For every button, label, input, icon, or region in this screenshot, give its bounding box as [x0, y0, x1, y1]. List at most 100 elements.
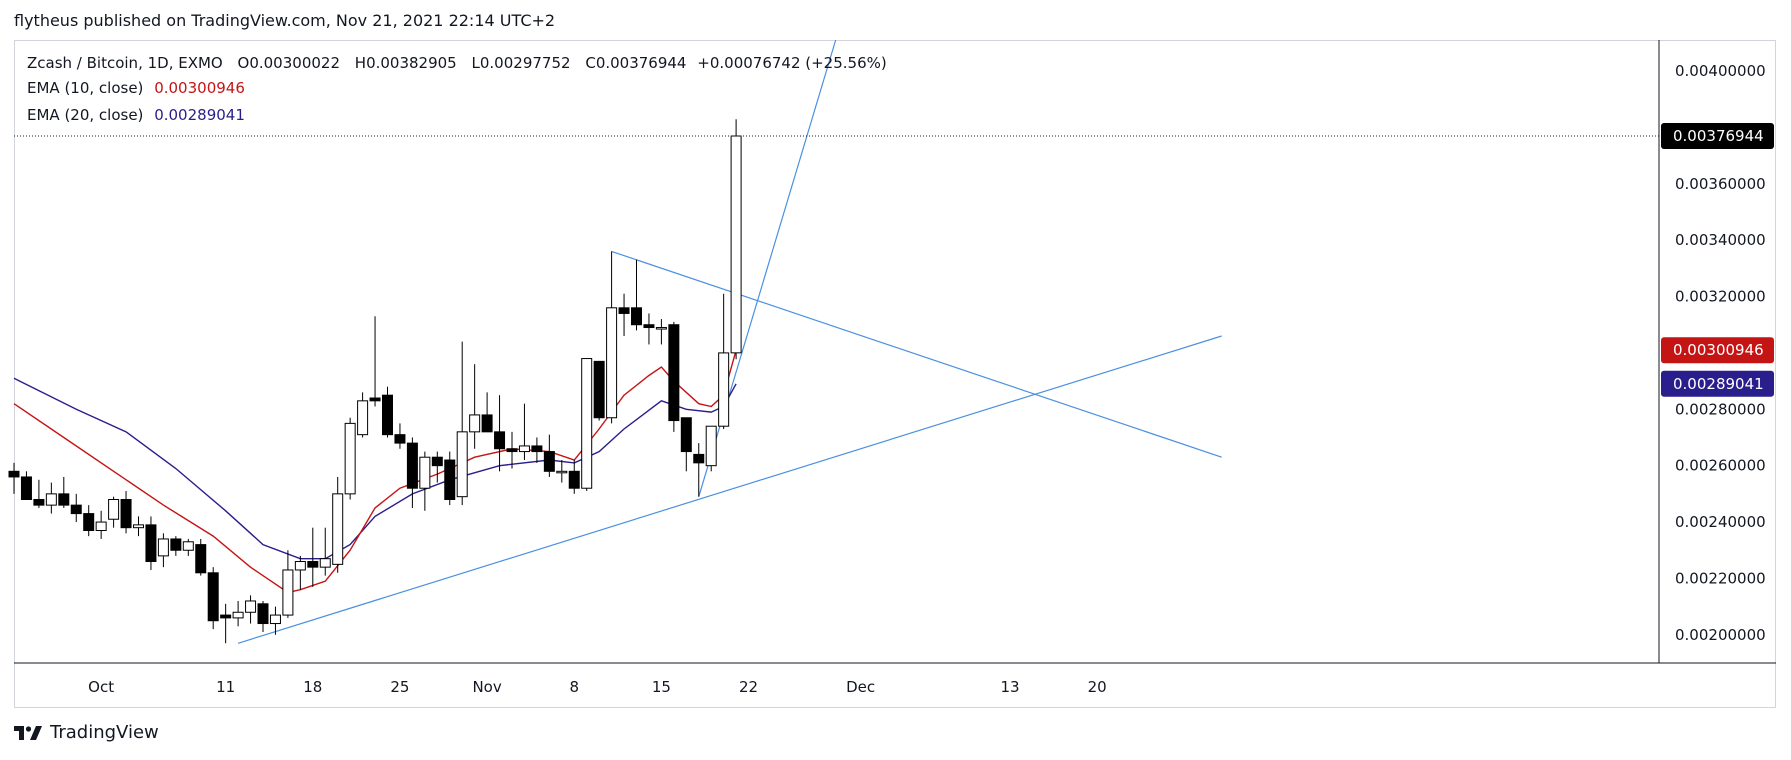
candle[interactable]	[45, 482, 57, 514]
candle[interactable]	[207, 567, 219, 630]
candle[interactable]	[319, 527, 331, 576]
candle[interactable]	[8, 462, 20, 494]
candle[interactable]	[456, 341, 468, 506]
candle-body	[469, 414, 481, 433]
time-tick-label: 15	[652, 678, 671, 696]
candle[interactable]	[705, 425, 717, 472]
price-tick-label: 0.00240000	[1675, 513, 1766, 531]
candle[interactable]	[581, 358, 593, 492]
candle[interactable]	[257, 600, 269, 632]
candle[interactable]	[332, 476, 344, 573]
candle-body	[282, 569, 294, 616]
candle[interactable]	[531, 437, 543, 463]
time-tick-label: 11	[216, 678, 235, 696]
candle[interactable]	[543, 434, 555, 477]
candle-body	[531, 445, 543, 453]
candle[interactable]	[494, 395, 506, 472]
candle[interactable]	[232, 600, 244, 627]
price-badge-bg	[1661, 123, 1774, 150]
legend-ohlc: Zcash / Bitcoin, 1D, EXMO O0.00300022 H0…	[27, 54, 887, 72]
trendline-3[interactable]	[611, 250, 1222, 458]
candle[interactable]	[70, 493, 82, 523]
candle[interactable]	[220, 603, 232, 644]
candle[interactable]	[182, 538, 194, 556]
candle-body	[444, 459, 456, 500]
candle[interactable]	[481, 392, 493, 433]
candle[interactable]	[83, 505, 95, 537]
candle[interactable]	[631, 259, 642, 331]
candle[interactable]	[145, 516, 157, 570]
candle[interactable]	[593, 360, 605, 421]
legend-open-label: O	[237, 54, 250, 72]
candle[interactable]	[357, 392, 369, 438]
price-tick-label: 0.00220000	[1675, 569, 1766, 587]
candle[interactable]	[269, 606, 281, 635]
candle[interactable]	[431, 451, 443, 483]
candle-body	[556, 470, 568, 474]
candle-body	[718, 352, 730, 427]
candle[interactable]	[95, 510, 107, 539]
candle[interactable]	[618, 293, 630, 336]
candle-body	[568, 470, 580, 489]
candle[interactable]	[245, 595, 257, 624]
candle[interactable]	[606, 251, 618, 424]
candle[interactable]	[419, 451, 431, 511]
candle[interactable]	[668, 321, 680, 432]
candle[interactable]	[655, 319, 667, 345]
candle[interactable]	[282, 550, 294, 618]
tradingview-logo[interactable]: TradingView	[14, 722, 159, 743]
legend-low-label: L	[471, 54, 480, 72]
candle[interactable]	[157, 533, 169, 568]
price-tick-label: 0.00200000	[1675, 626, 1766, 644]
candle[interactable]	[344, 417, 356, 500]
candle[interactable]	[170, 536, 182, 556]
candle[interactable]	[58, 476, 70, 508]
legend-open-value: 0.00300022	[249, 54, 340, 72]
time-axis: Oct 11 18 25 Nov 8 15 22 Dec 13 20	[88, 678, 1107, 696]
candle-body	[518, 445, 530, 453]
candle-body	[593, 360, 605, 419]
candle[interactable]	[506, 431, 518, 469]
chart-frame	[14, 40, 1776, 708]
candle-body	[506, 448, 518, 453]
candle[interactable]	[643, 313, 655, 345]
trendlines-layer	[237, 39, 1222, 644]
candle-body	[606, 307, 618, 419]
candle[interactable]	[394, 423, 406, 449]
candle[interactable]	[20, 471, 32, 500]
candle[interactable]	[307, 527, 319, 587]
candle-body	[182, 541, 194, 551]
candle[interactable]	[469, 364, 481, 449]
candle-body	[655, 327, 667, 330]
candle[interactable]	[382, 386, 393, 438]
candle-body	[58, 493, 70, 506]
candle-body	[157, 538, 169, 557]
candle[interactable]	[133, 516, 144, 537]
candle[interactable]	[120, 491, 132, 534]
candle[interactable]	[406, 437, 418, 508]
candle[interactable]	[444, 451, 456, 506]
trendline-2[interactable]	[698, 39, 837, 497]
candle[interactable]	[369, 316, 381, 407]
publish-caption: flytheus published on TradingView.com, N…	[14, 11, 556, 30]
price-badge-ema10: 0.00300946	[1661, 337, 1774, 364]
price-tick-label: 0.00260000	[1675, 457, 1766, 475]
time-tick-label: 8	[569, 678, 579, 696]
candle[interactable]	[108, 496, 120, 528]
candle[interactable]	[693, 443, 705, 497]
candle[interactable]	[518, 403, 530, 461]
candle-body	[631, 307, 642, 326]
candle[interactable]	[568, 460, 580, 494]
candle[interactable]	[730, 119, 742, 360]
candle[interactable]	[556, 460, 568, 483]
price-badge-bg	[1661, 370, 1774, 397]
candle[interactable]	[195, 538, 207, 576]
trendline-1[interactable]	[237, 335, 1222, 644]
candle[interactable]	[680, 417, 692, 472]
legend-ema10-label: EMA (10, close)	[27, 79, 144, 97]
candle[interactable]	[33, 479, 45, 508]
candle[interactable]	[294, 555, 306, 590]
candle-body	[245, 600, 257, 613]
candle[interactable]	[718, 293, 730, 430]
